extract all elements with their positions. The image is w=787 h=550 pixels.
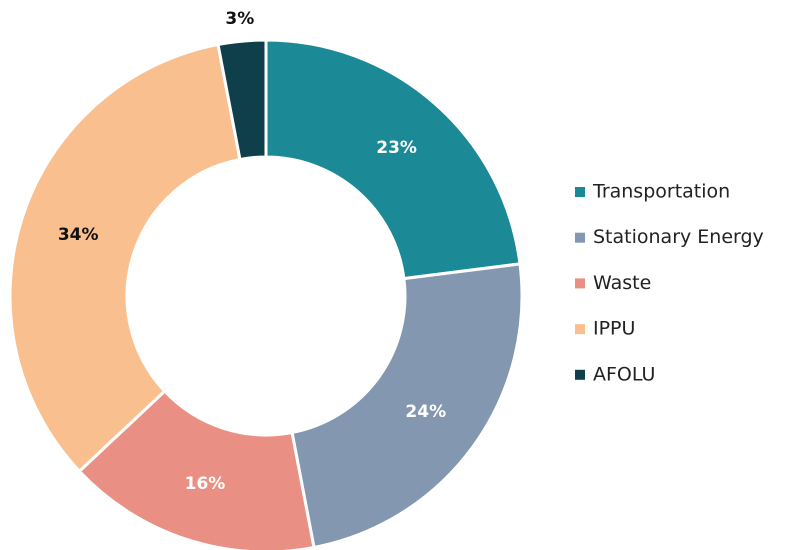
donut-slice	[77, 389, 316, 550]
legend-swatch	[575, 324, 585, 335]
value-label: 24%	[405, 402, 446, 422]
legend-label: Stationary Energy	[593, 226, 764, 248]
value-label: 34%	[58, 225, 99, 245]
legend-swatch	[575, 369, 585, 380]
legend-label: Waste	[593, 272, 651, 294]
legend-swatch	[575, 187, 585, 197]
legend-label: AFOLU	[593, 363, 655, 385]
value-label: 16%	[185, 474, 226, 494]
legend-label: Transportation	[592, 181, 730, 203]
value-label: 3%	[225, 9, 254, 29]
legend-label: IPPU	[593, 318, 635, 340]
donut-slice	[216, 38, 268, 162]
legend-swatch	[575, 232, 585, 243]
legend-swatch	[575, 278, 585, 289]
donut-slice	[290, 262, 524, 550]
value-label: 23%	[376, 138, 417, 158]
donut-slice	[264, 38, 522, 281]
donut-slice	[8, 42, 242, 474]
